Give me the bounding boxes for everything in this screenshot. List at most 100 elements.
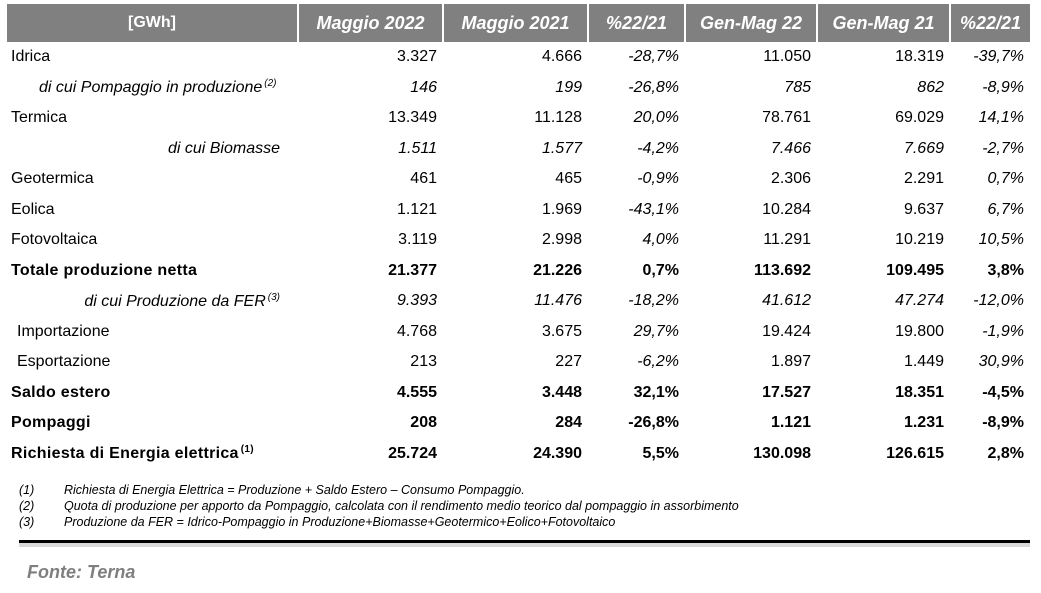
row-value: 5,5%: [642, 444, 679, 462]
table-row: Richiesta di Energia elettrica (1) 25.724 2…: [7, 439, 1030, 470]
row-value: -8,9%: [982, 414, 1024, 432]
row-value: 2.306: [770, 170, 811, 188]
row-value: 18.351: [895, 383, 944, 401]
header-maggio-2021: Maggio 2021: [443, 4, 589, 42]
row-value: -43,1%: [628, 200, 679, 218]
row-value: 0,7%: [642, 261, 679, 279]
row-value: 4.768: [396, 322, 437, 340]
row-value: -28,7%: [628, 48, 679, 66]
row-label-text: Fotovoltaica: [11, 231, 98, 249]
table-row: Termica 13.349 11.128 20,0% 78.761 69.029 14,1…: [7, 103, 1030, 134]
row-label: di cui Produzione da FER (3): [7, 286, 298, 317]
row-label-text: Esportazione: [17, 353, 111, 371]
row-value: 1.969: [541, 200, 582, 218]
footnotes: (1) Richiesta di Energia Elettrica = Prod…: [19, 482, 1029, 530]
energy-table-container: [GWh] Maggio 2022 Maggio 2021 %22/21 Gen…: [7, 4, 1030, 469]
row-value: 3.327: [396, 48, 437, 66]
footnote-line: (2) Quota di produzione per apporto da Po…: [19, 498, 1029, 514]
table-row: di cui Biomasse 1.511 1.577 -4,2% 7.466 7.669…: [7, 134, 1030, 165]
row-value: 10.284: [762, 200, 811, 218]
row-value: 2.291: [903, 170, 944, 188]
row-value: -6,2%: [637, 353, 679, 371]
table-row: di cui Produzione da FER (3) 9.393 11.476 -1…: [7, 286, 1030, 317]
row-value: 20,0%: [633, 109, 679, 127]
row-value: 9.637: [903, 200, 944, 218]
row-value: 4,0%: [642, 231, 679, 249]
row-label: Esportazione: [7, 347, 298, 378]
header-gen-mag-21: Gen-Mag 21: [817, 4, 951, 42]
footnote-text: Quota di produzione per apporto da Pompa…: [64, 499, 739, 513]
row-value: 19.800: [895, 322, 944, 340]
row-label-text: Importazione: [17, 322, 110, 340]
row-label: Totale produzione netta: [7, 256, 298, 287]
footnote-ref: (2): [264, 78, 277, 90]
row-value: 1.897: [770, 353, 811, 371]
header-pct-ytd: %22/21: [950, 4, 1030, 42]
row-value: 4.666: [541, 48, 582, 66]
row-value: -8,9%: [982, 78, 1024, 96]
row-label: Idrica: [7, 42, 298, 73]
row-label: Saldo estero: [7, 378, 298, 409]
row-value: 10.219: [895, 231, 944, 249]
footnote-number: (2): [19, 499, 35, 513]
row-value: 862: [917, 78, 944, 96]
row-value: 1.511: [398, 139, 437, 157]
row-label-text: Totale produzione netta: [11, 261, 198, 279]
row-label-text: Geotermica: [11, 170, 94, 188]
row-label-text: di cui Biomasse: [167, 139, 280, 157]
footnote-text: Richiesta di Energia Elettrica = Produzi…: [64, 483, 525, 497]
row-label-text: Idrica: [11, 48, 51, 66]
row-value: 13.349: [388, 109, 437, 127]
row-label: Fotovoltaica: [7, 225, 298, 256]
row-value: -12,0%: [973, 292, 1024, 310]
row-value: 113.692: [754, 261, 811, 279]
row-label-text: Eolica: [11, 200, 55, 218]
row-value: -39,7%: [973, 48, 1024, 66]
row-label: Eolica: [7, 195, 298, 226]
row-value: 41.612: [762, 292, 811, 310]
footnote-number: (1): [19, 483, 35, 497]
row-value: 4.555: [396, 383, 437, 401]
footer-shadow: [19, 543, 1030, 547]
row-value: -2,7%: [982, 139, 1024, 157]
row-label: di cui Biomasse: [7, 134, 298, 165]
row-value: 14,1%: [978, 109, 1024, 127]
row-value: 199: [555, 78, 582, 96]
row-value: 17.527: [762, 383, 811, 401]
row-value: -26,8%: [628, 414, 679, 432]
row-value: 126.615: [886, 444, 944, 462]
row-label: Geotermica: [7, 164, 298, 195]
row-label-text: di cui Pompaggio in produzione: [39, 79, 263, 97]
row-value: 19.424: [762, 322, 811, 340]
row-value: -4,2%: [637, 139, 679, 157]
row-value: -4,5%: [982, 383, 1024, 401]
table-row: Geotermica 461 465 -0,9% 2.306 2.291 0,7%: [7, 164, 1030, 195]
energy-balance-table: [GWh] Maggio 2022 Maggio 2021 %22/21 Gen…: [7, 4, 1030, 469]
table-row: Fotovoltaica 3.119 2.998 4,0% 11.291 10.219 10…: [7, 225, 1030, 256]
header-gen-mag-22: Gen-Mag 22: [685, 4, 818, 42]
row-value: 78.761: [762, 109, 811, 127]
row-label-text: Saldo estero: [11, 383, 111, 401]
table-row: Saldo estero 4.555 3.448 32,1% 17.527 18.351 -…: [7, 378, 1030, 409]
row-label-text: Termica: [11, 109, 68, 127]
row-value: 6,7%: [987, 200, 1024, 218]
row-label: Importazione: [7, 317, 298, 348]
row-label: di cui Pompaggio in produzione (2): [7, 73, 298, 104]
row-value: 208: [410, 414, 437, 432]
row-value: 2.998: [541, 231, 582, 249]
row-value: 1.449: [903, 353, 944, 371]
row-value: 10,5%: [978, 231, 1024, 249]
row-value: 11.128: [534, 109, 582, 127]
row-value: 3.675: [541, 322, 582, 340]
row-label-text: Richiesta di Energia elettrica: [11, 445, 239, 463]
row-value: -1,9%: [982, 322, 1024, 340]
row-value: 69.029: [895, 109, 944, 127]
row-value: 29,7%: [633, 322, 679, 340]
header-maggio-2022: Maggio 2022: [298, 4, 444, 42]
row-value: 18.319: [895, 48, 944, 66]
table-row: Esportazione 213 227 -6,2% 1.897 1.449 30,9%: [7, 347, 1030, 378]
table-row: Totale produzione netta 21.377 21.226 0,7% 1…: [7, 256, 1030, 287]
row-label: Richiesta di Energia elettrica (1): [7, 439, 298, 470]
footnote-line: (1) Richiesta di Energia Elettrica = Prod…: [19, 482, 1029, 498]
table-row: Idrica 3.327 4.666 -28,7% 11.050 18.319 -39,7%: [7, 42, 1030, 73]
